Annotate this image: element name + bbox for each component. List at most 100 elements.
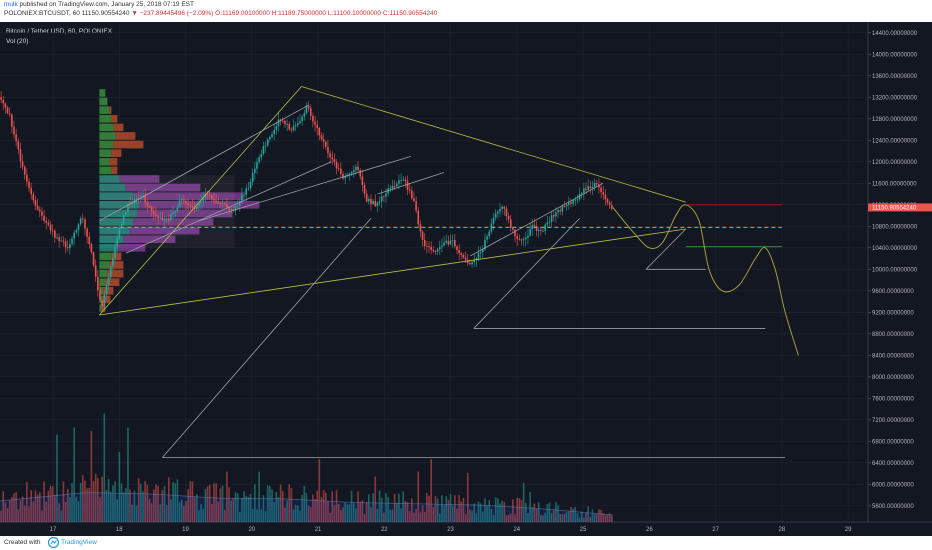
price-axis[interactable] — [868, 22, 932, 522]
last-price: 11150.90554240 — [81, 10, 130, 17]
y-tick-label: 10400.00000000 — [872, 246, 918, 252]
volume-bar — [23, 505, 26, 522]
candle-body — [75, 230, 78, 233]
volume-bar — [84, 480, 86, 522]
volume-bar — [563, 513, 566, 522]
candle-body — [81, 218, 84, 220]
candle-body — [344, 176, 346, 179]
volume-bar — [148, 498, 151, 522]
volume-bar — [266, 485, 269, 522]
candle-body — [509, 219, 512, 229]
volume-profile-up-bar — [99, 175, 120, 183]
tradingview-logo-icon[interactable] — [48, 537, 59, 548]
volume-profile-up-bar — [99, 97, 108, 106]
candle-body — [269, 137, 271, 140]
candle-body — [135, 198, 138, 200]
volume-profile-down-bar — [123, 235, 176, 244]
candle-body — [150, 207, 153, 211]
y-tick-label: 12000.00000000 — [872, 160, 918, 166]
volume-bar — [568, 511, 570, 522]
time-axis[interactable] — [0, 522, 932, 536]
candle-body — [572, 200, 574, 204]
volume-bar — [221, 485, 224, 522]
candle-body — [359, 170, 362, 177]
volume-bar — [587, 506, 589, 522]
volume-bar — [32, 501, 35, 522]
candle-body — [411, 190, 413, 199]
channel-upper-line — [99, 104, 309, 222]
volume-bar — [215, 483, 217, 522]
candle-body — [15, 134, 17, 142]
tradingview-link[interactable]: TradingView — [61, 539, 97, 546]
candle-body — [223, 203, 226, 205]
volume-bar — [449, 494, 452, 522]
volume-profile-up-bar — [99, 149, 112, 157]
author-link[interactable]: mulk — [4, 1, 18, 8]
candle-body — [178, 200, 181, 207]
volume-bar — [363, 514, 366, 522]
volume-bar — [451, 505, 454, 522]
volume-bar — [598, 509, 600, 522]
candle-body — [260, 153, 263, 158]
volume-bar — [557, 505, 559, 522]
candle-body — [372, 200, 374, 205]
candle-body — [49, 224, 52, 231]
plot-area[interactable] — [0, 22, 868, 522]
volume-bar — [254, 484, 256, 522]
volume-bar — [260, 509, 263, 522]
volume-bar — [133, 490, 136, 522]
candle-body — [469, 263, 471, 265]
volume-bar — [559, 513, 562, 522]
candle-body — [402, 179, 405, 181]
y-tick-label: 6800.00000000 — [872, 440, 914, 446]
candle-body — [288, 123, 291, 130]
candle-body — [441, 245, 443, 248]
volume-profile-up-bar — [99, 183, 126, 192]
volume-bar — [473, 503, 475, 522]
candle-body — [312, 115, 314, 122]
volume-profile-down-bar — [105, 278, 120, 287]
legend-title: Bitcoin / Tether USD, 60, POLONIEX — [6, 28, 113, 35]
y-tick-label: 6400.00000000 — [872, 461, 914, 467]
volume-profile-up-bar — [99, 252, 112, 261]
measure-mid-diag — [473, 217, 581, 329]
volume-bar — [346, 504, 349, 522]
volume-bar — [273, 501, 275, 522]
candle-body — [514, 229, 516, 237]
candle-body — [421, 231, 424, 240]
candle-body — [264, 145, 267, 147]
volume-bar — [458, 494, 460, 522]
candle-body — [445, 240, 448, 243]
volume-bar — [269, 485, 271, 522]
volume-bar — [441, 495, 443, 522]
volume-bar — [406, 502, 409, 522]
volume-bar — [28, 506, 30, 522]
volume-bar — [101, 476, 103, 522]
volume-bar — [542, 515, 544, 522]
volume-bar — [368, 494, 370, 522]
candle-body — [69, 244, 71, 249]
volume-bar — [157, 485, 159, 522]
volume-profile-down-bar — [113, 123, 124, 132]
ohlc-open: O:11169.00100000 — [215, 10, 270, 17]
volume-bar — [492, 515, 495, 522]
price-chart[interactable]: Bitcoin / Tether USD, 60, POLONIEX Vol (… — [0, 22, 932, 540]
candle-body — [555, 212, 557, 217]
candle-body — [152, 210, 155, 215]
volume-profile-up-bar — [99, 295, 103, 304]
volume-bar — [533, 503, 536, 522]
candle-body — [232, 208, 235, 211]
volume-bar — [481, 511, 484, 522]
publish-header: mulk published on TradingView.com, Janua… — [0, 0, 932, 22]
candle-body — [94, 265, 97, 277]
candle-body — [71, 238, 73, 245]
candle-body — [518, 239, 521, 240]
volume-profile-down-bar — [109, 261, 124, 269]
volume-profile-down-bar — [133, 218, 214, 226]
candle-body — [497, 211, 499, 214]
channel-lower-line — [125, 161, 332, 254]
candle-body — [51, 230, 54, 232]
volume-bar — [348, 504, 351, 522]
volume-bar — [58, 503, 60, 522]
volume-bar — [13, 493, 15, 522]
